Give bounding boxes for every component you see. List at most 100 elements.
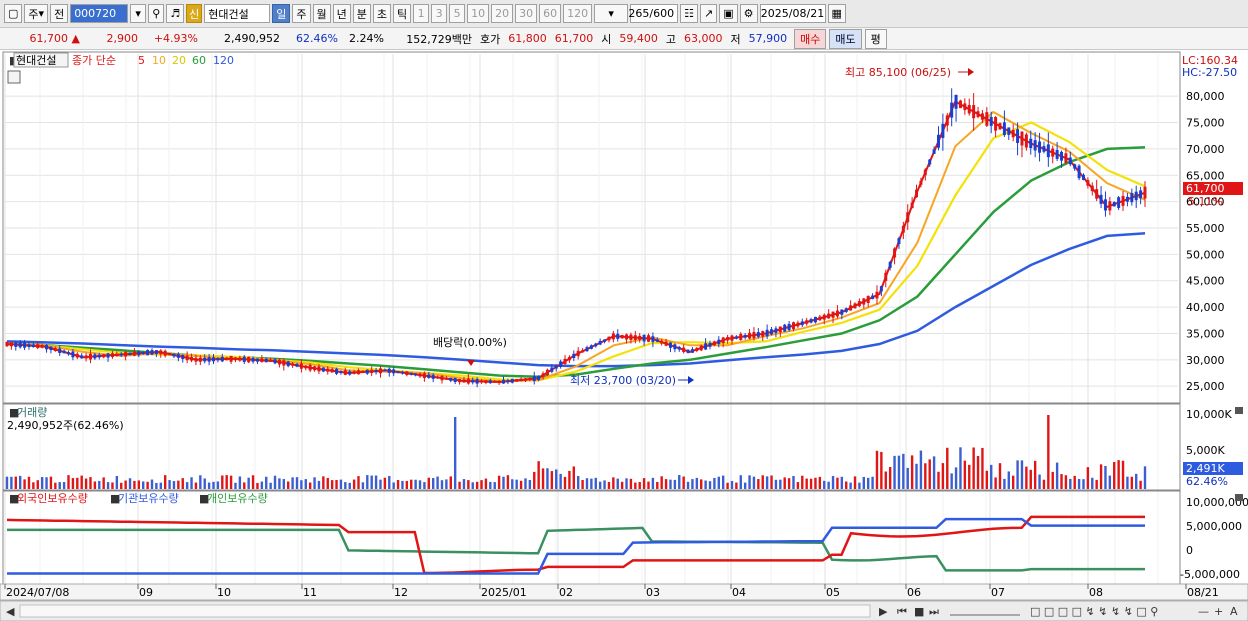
volume-bar — [137, 480, 141, 489]
candle-body — [383, 369, 387, 372]
volume-bar — [304, 479, 307, 489]
volume-bar — [326, 477, 329, 489]
code-dropdown-icon[interactable]: ▾ — [130, 4, 147, 23]
candle-body — [102, 354, 106, 358]
candle-body — [242, 356, 246, 362]
volume-bar — [743, 482, 747, 489]
candle-body — [304, 365, 308, 369]
interval-3[interactable]: 3 — [431, 4, 448, 23]
period-tick[interactable]: 틱 — [393, 4, 412, 23]
date-axis-label: 11 — [303, 586, 317, 599]
candle-body — [1073, 164, 1077, 169]
eval-button[interactable]: 평 — [864, 28, 887, 49]
candle-body — [93, 354, 97, 359]
volume-bar — [818, 476, 822, 489]
scroll-left-icon[interactable]: ◀ — [6, 605, 15, 618]
volume-bar — [919, 450, 923, 489]
volume-bar — [678, 475, 681, 489]
period-minute[interactable]: 분 — [352, 4, 371, 23]
drawing-icon[interactable]: ↗ — [700, 4, 718, 23]
candle-body — [1112, 202, 1116, 207]
sell-button[interactable]: 매도 — [829, 28, 862, 49]
last-page-icon[interactable]: ⏭ — [929, 605, 939, 618]
volume-bar — [932, 456, 936, 489]
scrollbar-track[interactable] — [19, 604, 871, 618]
calendar-icon[interactable]: ▦ — [827, 4, 846, 23]
scroll-right-icon[interactable]: ▶ — [879, 605, 888, 618]
volume-bar — [928, 459, 931, 489]
candle-body — [335, 368, 339, 374]
candle-body — [594, 343, 598, 347]
stock-name-field[interactable]: 현대건설 — [204, 4, 271, 23]
period-year[interactable]: 년 — [332, 4, 351, 23]
stock-chart[interactable]: ■ 현대건설 종가 단순 5 10 20 60 120 LC:160.34 HC… — [0, 50, 1248, 621]
candle-body — [106, 353, 110, 358]
interval-120[interactable]: 120 — [563, 4, 593, 23]
period-day[interactable]: 일 — [272, 4, 291, 23]
candle-body — [225, 357, 229, 361]
holdings-close-icon[interactable] — [1235, 494, 1243, 501]
interval-dropdown[interactable]: ▾ — [594, 4, 629, 23]
speaker-icon[interactable]: ♬ — [166, 4, 185, 23]
period-week[interactable]: 주 — [292, 4, 311, 23]
prev-button[interactable]: 전 — [50, 4, 69, 23]
auto-scale-icon[interactable]: A — [1230, 605, 1238, 618]
period-month[interactable]: 월 — [312, 4, 331, 23]
candle-body — [436, 376, 440, 379]
candle-body — [216, 358, 220, 361]
first-page-icon[interactable]: ⏮ — [897, 605, 907, 618]
tool-icons[interactable]: □ □ □ □ ↯ ↯ ↯ ↯ □ ⚲ — [1030, 605, 1158, 618]
candle-body — [915, 189, 919, 198]
candle-body — [941, 123, 945, 138]
volume-bar — [115, 476, 119, 489]
volume-close-icon[interactable] — [1235, 407, 1243, 414]
volume-bar — [475, 481, 479, 489]
volume-bar — [1077, 479, 1081, 489]
interval-10[interactable]: 10 — [467, 4, 490, 23]
volume-bar — [634, 482, 637, 489]
candle-icon[interactable]: ☷ — [680, 4, 698, 23]
interval-1[interactable]: 1 — [413, 4, 430, 23]
interval-20[interactable]: 20 — [491, 4, 514, 23]
candle-body — [405, 371, 409, 376]
volume-bar — [146, 481, 149, 489]
candle-body — [84, 355, 88, 359]
buy-button[interactable]: 매수 — [794, 28, 827, 49]
interval-30[interactable]: 30 — [515, 4, 538, 23]
candle-body — [813, 316, 817, 323]
legend-foreign: 외국인보유수량 — [17, 492, 88, 505]
volume-bar — [388, 475, 391, 489]
candle-body — [453, 377, 457, 383]
stop-icon[interactable]: ■ — [914, 605, 924, 618]
date-input[interactable]: 2025/08/21 — [759, 4, 826, 23]
layout-icon[interactable]: ▢ — [4, 4, 23, 23]
dividend-annotation: 배당락(0.00%) — [433, 336, 507, 349]
candle-body — [818, 316, 822, 321]
period-second[interactable]: 초 — [372, 4, 391, 23]
interval-5[interactable]: 5 — [449, 4, 466, 23]
volume-bar — [379, 479, 382, 489]
high-annotation: 최고 85,100 (06/25) — [845, 66, 951, 79]
count-input[interactable]: 265/600 — [628, 4, 679, 23]
gear-icon[interactable]: ⚙ — [739, 4, 758, 23]
candle-body — [80, 355, 84, 359]
volume-bar — [216, 481, 220, 489]
candle-body — [849, 305, 853, 311]
candle-body — [954, 94, 958, 109]
candle-body — [603, 339, 607, 342]
stock-code-input[interactable]: 000720 — [70, 4, 129, 23]
candle-body — [374, 369, 378, 373]
search-icon[interactable]: ⚲ — [148, 4, 165, 23]
volume-bar — [10, 476, 13, 489]
save-icon[interactable]: ▣ — [719, 4, 738, 23]
table-icon[interactable] — [7, 70, 21, 84]
volume-bar — [796, 482, 800, 489]
volume-bar — [541, 468, 545, 489]
market-select[interactable]: 주 ▾ — [24, 4, 49, 23]
interval-60[interactable]: 60 — [539, 4, 562, 23]
zoom-in-icon[interactable]: + — [1214, 605, 1223, 618]
candle-body — [1042, 146, 1046, 152]
candle-body — [400, 371, 404, 374]
zoom-out-icon[interactable]: — — [1198, 605, 1209, 618]
volume-bar — [225, 475, 228, 489]
